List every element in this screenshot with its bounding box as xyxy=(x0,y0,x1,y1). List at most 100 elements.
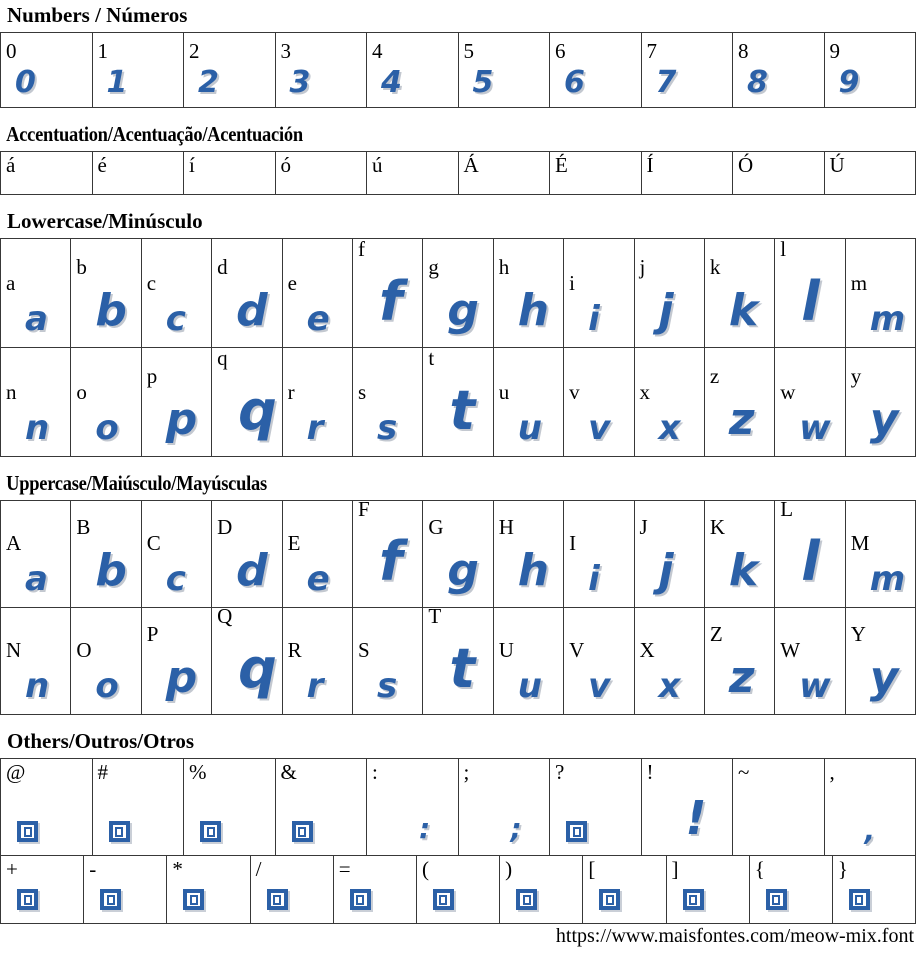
cell-label: k xyxy=(709,255,721,279)
cell-label: w xyxy=(780,380,796,404)
glyph-cell: ~ xyxy=(733,759,825,855)
glyph-cell: Á xyxy=(459,152,550,194)
glyph-sample: 7 xyxy=(655,65,677,100)
glyph-cell: Ú xyxy=(825,152,916,194)
glyph-sample: ! xyxy=(685,791,707,845)
section-title-lowercase: Lowercase/Minúsculo xyxy=(7,209,203,233)
glyph-cell: { xyxy=(750,856,833,923)
cell-label: ) xyxy=(505,857,513,881)
glyph-sample: z xyxy=(728,394,755,445)
glyph-sample: c xyxy=(165,299,186,339)
missing-glyph-icon xyxy=(682,889,704,910)
glyph-cell: í xyxy=(184,152,276,194)
glyph-sample: n xyxy=(25,408,50,448)
cell-label: # xyxy=(97,760,109,784)
cell-label: Á xyxy=(463,153,479,177)
cell-label: t xyxy=(428,348,435,370)
cell-label: á xyxy=(6,153,16,177)
glyph-sample: v xyxy=(588,666,611,706)
glyph-sample: r xyxy=(306,666,324,706)
glyph-sample: i xyxy=(588,559,600,599)
font-specimen-sheet: Numbers / Números 0 0 1 1 2 2 3 3 4 4 5 5 6 6 7 7 8 8 9 9 Acc… xyxy=(0,3,916,924)
missing-glyph-icon xyxy=(599,889,621,910)
cell-label: 9 xyxy=(829,39,841,63)
cell-label: I xyxy=(569,531,577,555)
cell-label: B xyxy=(76,515,91,539)
cell-label: S xyxy=(357,638,370,662)
glyph-sample: i xyxy=(588,299,600,339)
missing-glyph-inner-box xyxy=(689,894,697,905)
missing-glyph-icon xyxy=(108,821,130,842)
glyph-cell: % xyxy=(184,759,276,855)
cell-label: [ xyxy=(588,857,596,881)
cell-label: r xyxy=(287,380,295,404)
glyph-sample: a xyxy=(25,299,48,339)
cell-label: F xyxy=(357,501,370,521)
glyph-sample: t xyxy=(449,637,476,700)
cell-label: y xyxy=(850,364,862,388)
cell-label: Z xyxy=(709,622,723,646)
glyph-sample: o xyxy=(95,408,119,448)
glyph-sample: m xyxy=(869,299,906,339)
glyph-cell: é xyxy=(93,152,184,194)
glyph-sample: s xyxy=(376,408,398,448)
glyph-cell: [ xyxy=(583,856,667,923)
glyph-sample: k xyxy=(728,285,759,336)
cell-label: P xyxy=(146,622,159,646)
glyph-sample: 5 xyxy=(472,65,494,100)
glyph-sample: t xyxy=(449,379,476,442)
cell-label: ~ xyxy=(738,760,750,784)
cell-label: 4 xyxy=(372,39,383,63)
missing-glyph-inner-box xyxy=(206,826,215,837)
glyph-cell: ú xyxy=(367,152,459,194)
cell-label: W xyxy=(780,638,801,662)
glyph-sample: b xyxy=(95,545,127,596)
cell-label: & xyxy=(280,760,297,784)
others-row-1: + - * / = () [] {} xyxy=(0,855,916,924)
missing-glyph-inner-box xyxy=(23,894,32,905)
cell-label: ú xyxy=(372,153,383,177)
missing-glyph-icon xyxy=(17,821,38,842)
glyph-cell: = xyxy=(334,856,417,923)
glyph-sample: e xyxy=(306,299,330,339)
cell-label: h xyxy=(498,255,510,279)
glyph-sample: n xyxy=(25,666,50,706)
cell-label: Í xyxy=(646,153,654,177)
glyph-cell: # xyxy=(93,759,184,855)
cell-label: + xyxy=(6,857,18,881)
glyph-cell: ó xyxy=(276,152,367,194)
cell-label: O xyxy=(76,638,92,662)
missing-glyph-icon xyxy=(848,889,870,910)
missing-glyph-icon xyxy=(183,889,205,910)
missing-glyph-icon xyxy=(349,889,371,910)
glyph-sample: : xyxy=(419,812,431,845)
glyph-cell: Í xyxy=(642,152,733,194)
cell-label: Ó xyxy=(738,153,754,177)
missing-glyph-inner-box xyxy=(522,894,531,905)
cell-label: é xyxy=(97,153,107,177)
cell-label: 5 xyxy=(463,39,475,63)
others-row-0: @ #% &::;;?!! ~,, xyxy=(0,758,916,856)
